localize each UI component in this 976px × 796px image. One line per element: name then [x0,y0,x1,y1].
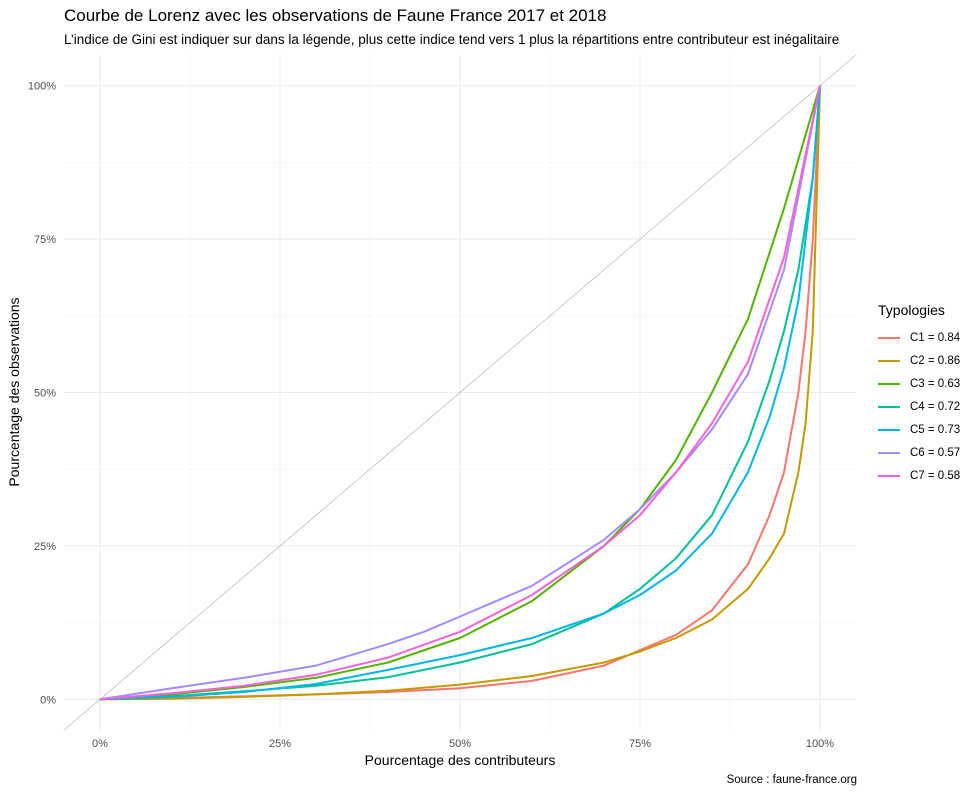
x-tick-label: 25% [269,738,291,750]
x-tick-label: 50% [449,738,471,750]
legend-label: C4 = 0.72 [910,400,961,413]
legend-item-c2: C2 = 0.86 [878,349,960,372]
series-line-c6 [99,85,821,701]
series-lines [99,85,821,701]
legend-item-c6: C6 = 0.57 [878,441,960,464]
legend-items: C1 = 0.84 C2 = 0.86 C3 = 0.63 C4 = 0.72 C5 =… [878,326,960,487]
equality-reference-line [63,54,857,731]
legend-item-c4: C4 = 0.72 [878,395,960,418]
series-line-c7 [99,85,821,701]
x-axis-ticks: 0% 25% 50% 75% 100% [92,738,834,750]
legend-label: C6 = 0.57 [910,446,961,459]
x-tick-label: 100% [806,738,834,750]
legend-swatch [878,359,900,362]
legend-item-c5: C5 = 0.73 [878,418,960,441]
legend: Typologies C1 = 0.84 C2 = 0.86 C3 = 0.63 C4… [878,302,960,487]
y-tick-label: 100% [28,81,56,93]
series-line-c5 [99,85,821,701]
legend-swatch [878,336,900,339]
legend-item-c3: C3 = 0.63 [878,372,960,395]
grid-lines [64,55,856,730]
legend-label: C7 = 0.58 [910,469,961,482]
y-tick-label: 50% [34,388,56,400]
legend-item-c7: C7 = 0.58 [878,464,960,487]
chart-title: Courbe de Lorenz avec les observations d… [64,6,607,25]
x-tick-label: 75% [629,738,651,750]
equality-line [63,54,857,731]
y-tick-label: 75% [34,234,56,246]
legend-swatch [878,405,900,408]
x-axis-label: Pourcentage des contributeurs [364,752,556,768]
legend-label: C3 = 0.63 [910,377,961,390]
legend-label: C2 = 0.86 [910,354,961,367]
legend-label: C1 = 0.84 [910,331,961,344]
legend-swatch [878,382,900,385]
chart-subtitle: L’indice de Gini est indiquer sur dans l… [64,32,840,47]
x-tick-label: 0% [92,738,108,750]
legend-swatch [878,451,900,454]
legend-title: Typologies [878,302,945,318]
y-axis-ticks: 0% 25% 50% 75% 100% [28,81,56,707]
y-tick-label: 0% [40,694,56,706]
legend-swatch [878,474,900,477]
series-line-c2 [99,85,821,701]
series-line-c3 [99,85,821,701]
legend-label: C5 = 0.73 [910,423,961,436]
legend-swatch [878,428,900,431]
source-caption: Source : faune-france.org [726,774,857,786]
legend-item-c1: C1 = 0.84 [878,326,960,349]
y-tick-label: 25% [34,541,56,553]
y-axis-label: Pourcentage des observations [6,297,22,487]
